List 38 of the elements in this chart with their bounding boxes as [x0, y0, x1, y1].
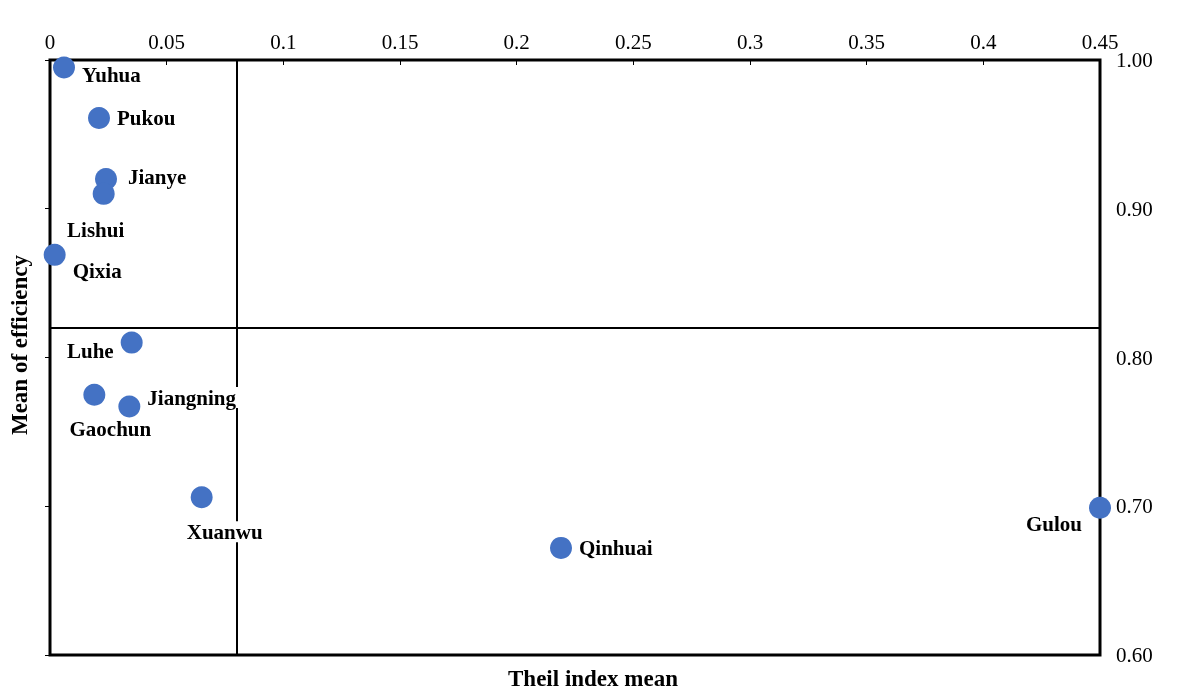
data-label: Qixia	[72, 258, 123, 283]
y-axis-title: Mean of efficiency	[7, 254, 32, 436]
data-label: Yuhua	[82, 63, 142, 88]
point	[88, 107, 110, 130]
x-tick-label: 0.1	[270, 29, 297, 54]
y-tick-label: 0.60	[1116, 643, 1153, 667]
point	[550, 536, 572, 559]
data-label: Gulou	[1025, 511, 1083, 536]
x-axis-title: Theil index mean	[508, 666, 679, 690]
point	[53, 56, 75, 79]
data-label: Gaochun	[69, 417, 152, 442]
data-label: Qinhuai	[579, 535, 653, 560]
data-label: Jianye	[128, 165, 187, 189]
x-tick-label: 0	[44, 29, 56, 54]
x-tick-label: 0.3	[736, 29, 764, 54]
point	[1089, 496, 1111, 519]
x-tick-label: 0.35	[848, 29, 886, 54]
y-tick-label: 0.80	[1116, 345, 1153, 370]
point	[120, 331, 143, 354]
x-tick-label: 0.2	[503, 29, 530, 54]
data-label: Pukou	[117, 106, 176, 131]
point	[118, 395, 141, 418]
x-tick-label: 0.25	[614, 29, 652, 54]
point	[190, 486, 213, 509]
y-tick-label: 0.90	[1116, 196, 1153, 221]
y-tick-label: 0.70	[1116, 494, 1153, 519]
data-label: Jiangning	[147, 385, 237, 410]
point	[92, 182, 115, 205]
x-tick-label: 0.4	[970, 29, 997, 54]
x-tick-label: 0.05	[148, 29, 186, 54]
y-tick-label: 1.00	[1116, 48, 1153, 72]
point	[83, 383, 106, 406]
point	[43, 243, 66, 266]
data-label: Lishui	[67, 218, 125, 243]
data-label: Xuanwu	[186, 519, 263, 544]
x-tick-label: 0.45	[1081, 29, 1119, 54]
data-label: Luhe	[66, 338, 114, 363]
x-tick-label: 0.15	[381, 29, 419, 54]
